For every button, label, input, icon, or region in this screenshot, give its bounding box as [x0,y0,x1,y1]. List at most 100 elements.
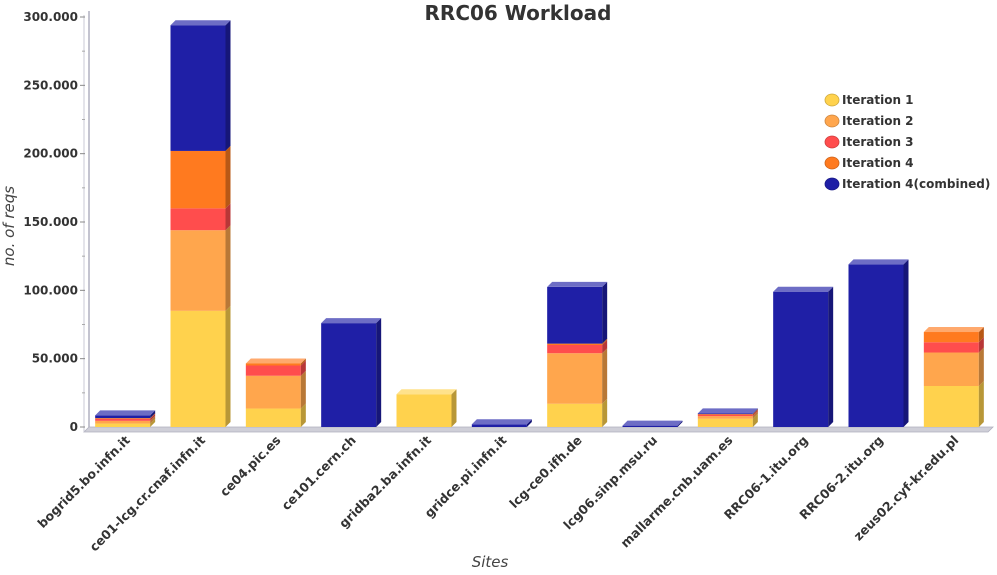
x-tick-label: ce101.cern.ch [278,433,358,513]
bar-top [95,410,156,416]
bar-side [828,286,834,427]
legend-item: Iteration 2 [824,114,914,128]
axes: 0 50.000 100.000 150.000 200.000 250.000 300.0… [23,10,994,434]
floor-3d [83,426,994,433]
bar-segment [95,418,156,427]
bar-front [95,415,151,419]
bar-front [923,352,979,386]
bar-side [225,203,231,231]
bar-front [170,25,226,151]
bar-side [225,145,231,209]
bar-side [752,408,758,415]
bar-front [923,386,979,427]
bar-side [602,340,608,354]
bar-front [697,416,753,419]
x-tick-label: ce04.pic.es [217,433,284,500]
bar-side [300,370,306,409]
bar-front [95,418,151,419]
bar-side [150,415,156,424]
y-tick-label: 300.000 [23,10,78,24]
bar-segment [697,413,758,427]
bar-side [225,20,231,151]
bar-segment [245,358,306,366]
x-tick-label: RRC06-1.itu.org [721,433,811,523]
bar-side [150,410,156,419]
y-tick-label: 200.000 [23,147,78,161]
bar-segment [547,281,608,344]
bar-front [697,413,753,415]
legend-swatch [824,177,840,191]
y-tick-label: 100.000 [23,283,78,297]
bar-side [602,281,608,344]
legend-label: Iteration 2 [842,114,914,128]
bar-segment [471,419,532,427]
bar-segment [245,403,306,427]
legend-label: Iteration 1 [842,93,914,107]
bar-side [752,411,758,419]
bar-front [697,414,753,417]
bar-segment [622,420,683,427]
bar-side [602,338,608,345]
bar-front [697,414,753,415]
bar-segment [547,338,608,345]
bar-top [697,408,758,414]
bar-top [923,327,984,333]
bar-segment [170,225,231,311]
y-tick-label: 250.000 [23,78,78,92]
bar-side [150,413,156,421]
bar-segment [547,398,608,427]
bar-segment [923,347,984,386]
bar-side [451,389,457,427]
bar-segment [170,203,231,231]
bar-side [602,398,608,427]
bar-side [752,413,758,427]
bar-top [471,419,532,425]
bar-front [547,345,603,354]
bar-side [978,347,984,386]
bar-front [622,425,678,427]
bar-side [376,318,382,427]
bar-segment [773,286,834,427]
bar-side [225,305,231,427]
bar-side [978,337,984,353]
legend-item: Iteration 4(combined) [824,177,990,191]
bar-segment [697,409,758,415]
bar-front [848,264,904,427]
bar-front [245,408,301,427]
bar-front [471,424,527,427]
bar-top [170,20,231,26]
bar-front [697,418,753,427]
bar-segment [848,259,909,427]
bar-front [95,420,151,424]
legend-swatch [824,135,840,149]
bar-side [526,419,532,427]
bar-segment [170,145,231,209]
bar-front [170,208,226,231]
legend-item: Iteration 3 [824,135,914,149]
bar-segment [170,20,231,151]
x-tick-label: lcg-ce0.ifh.de [506,433,584,511]
bar-front [95,423,151,427]
chart-title: RRC06 Workload [425,1,612,25]
bars [95,20,984,427]
bar-front [547,286,603,344]
legend-swatch [824,156,840,170]
bar-front [547,403,603,427]
bar-segment [547,348,608,404]
bar-segment [396,389,457,427]
bar-side [225,225,231,311]
bar-front [245,363,301,366]
bar-segment [95,413,156,421]
x-tick-label: gridce.pi.infn.it [421,433,509,521]
bar-top [848,259,909,265]
bar-front [170,230,226,311]
bar-side [677,420,683,427]
bar-side [978,381,984,427]
bar-front [95,418,151,421]
bar-front [923,342,979,353]
bar-segment [697,411,758,419]
bar-segment [170,305,231,427]
bar-front [170,310,226,427]
bar-segment [245,370,306,409]
